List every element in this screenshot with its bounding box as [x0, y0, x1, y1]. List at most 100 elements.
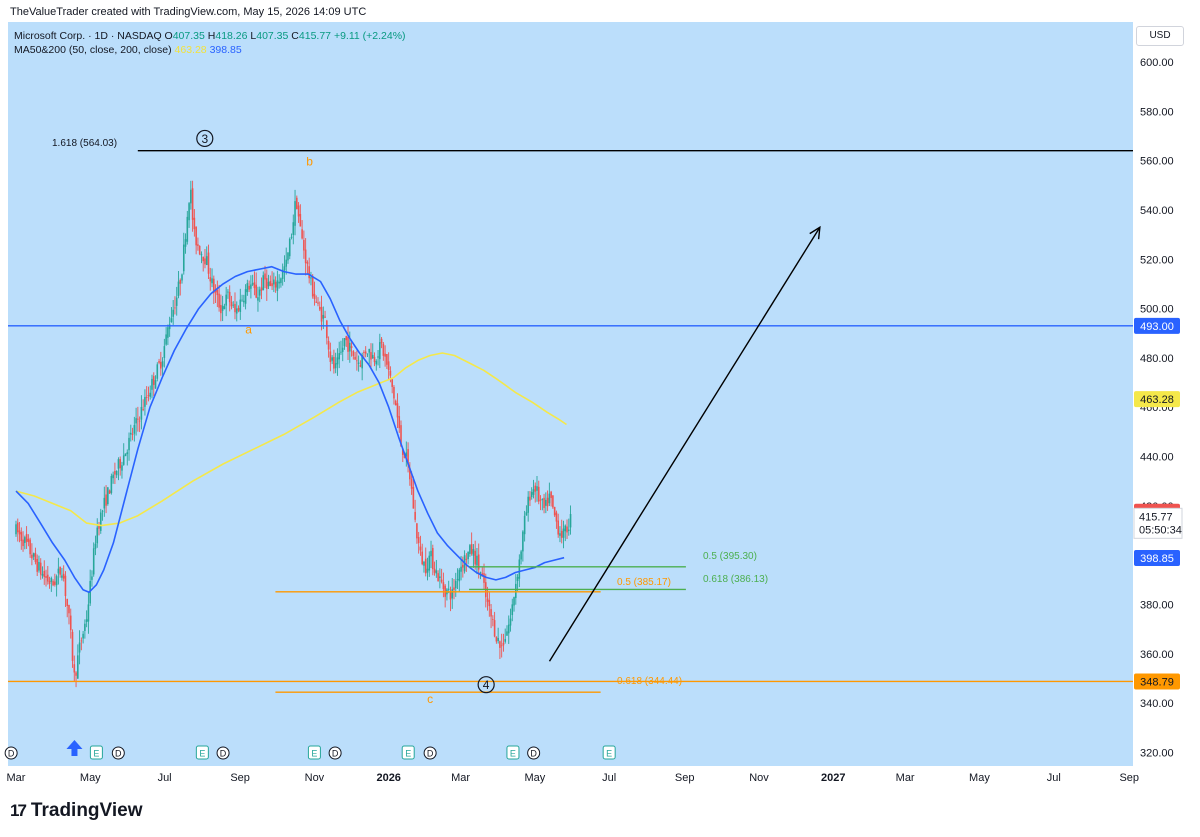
candle-body [129, 432, 132, 435]
candle-body [39, 562, 42, 575]
candle-body [379, 342, 381, 360]
annotation-wave-3: 3 [201, 132, 208, 146]
candle-body [105, 494, 107, 506]
earnings-icon-letter: E [606, 749, 612, 759]
candle-body [165, 334, 167, 345]
candle-body [101, 510, 104, 512]
candle-body [303, 240, 305, 251]
candle-body [167, 327, 169, 338]
candle-body [32, 553, 35, 557]
candle-body [326, 320, 328, 339]
ma200-line [15, 352, 567, 527]
candle-body [85, 619, 88, 622]
candle-body [437, 573, 439, 582]
candle-body [536, 486, 538, 491]
candle-body [264, 273, 266, 280]
annotation-wave-b: b [306, 155, 313, 169]
legend-h-label: H [207, 30, 216, 42]
last-price-box [1133, 507, 1183, 539]
candle-body [525, 512, 528, 516]
legend-symbol: Microsoft Corp. · 1D · NASDAQ [14, 30, 162, 42]
candle-body [433, 568, 436, 573]
candle-body [516, 576, 519, 582]
last-price-label: 415.77 [1139, 511, 1173, 523]
candle-body [515, 583, 517, 599]
candle-body [253, 282, 256, 289]
x-tick-label: 2027 [821, 772, 845, 784]
chart-plot-area[interactable] [8, 22, 1133, 766]
candle-body [472, 549, 475, 556]
candle-body [281, 269, 284, 279]
candle-body [423, 561, 425, 566]
candle-body [43, 570, 46, 578]
candle-body [419, 546, 422, 551]
annotation-circle-wave-4 [477, 676, 495, 694]
candle-body [435, 570, 438, 574]
dividend-icon [216, 746, 230, 760]
candle-body [131, 433, 134, 435]
x-tick-label: Mar [7, 772, 26, 784]
candle-body [469, 545, 471, 554]
candle-body [417, 537, 420, 544]
candle-body [103, 497, 106, 509]
candle-body [550, 491, 552, 498]
earnings-icon-letter: E [510, 749, 516, 759]
candle-body [142, 409, 144, 410]
candle-body [530, 491, 533, 498]
legend-symbol-row: Microsoft Corp. · 1D · NASDAQ O407.35 H4… [14, 29, 406, 43]
candle-body [184, 239, 187, 247]
candle-body [38, 561, 40, 571]
y-tick-label: 520.00 [1140, 254, 1174, 266]
candle-body [195, 226, 197, 246]
ma50-line [15, 265, 565, 594]
candle-body [534, 485, 537, 492]
candle-body [278, 281, 280, 284]
candle-body [179, 279, 182, 284]
candle-body [440, 579, 443, 582]
candle-body [57, 568, 60, 574]
candle-body [122, 455, 125, 465]
price-label-bg-label-39885 [1134, 550, 1180, 567]
candle-body [363, 352, 365, 353]
candle-body [352, 351, 355, 356]
forecast-arrow-head [809, 225, 821, 240]
candle-body [465, 558, 468, 560]
candle-body [294, 201, 296, 226]
candle-body [431, 548, 434, 570]
candle-body [225, 294, 227, 306]
candle-body [308, 266, 310, 279]
candle-body [493, 620, 496, 637]
candle-body [27, 538, 30, 543]
legend: Microsoft Corp. · 1D · NASDAQ O407.35 H4… [14, 29, 406, 57]
candle-body [560, 530, 563, 538]
candle-body [193, 217, 196, 230]
candle-body [409, 467, 411, 480]
candle-body [223, 306, 226, 310]
candle-body [191, 188, 194, 220]
candle-body [98, 525, 100, 529]
currency-button[interactable]: USD [1136, 26, 1184, 46]
candle-body [265, 278, 268, 289]
candle-body [68, 604, 70, 614]
candle-body [449, 591, 452, 600]
candle-body [52, 581, 54, 586]
candle-body [250, 284, 252, 289]
annotation-wave-c: c [427, 692, 433, 706]
annotation-wave-4: 4 [483, 678, 490, 692]
candle-body [426, 568, 429, 573]
candle-body [214, 290, 217, 293]
candle-body [190, 189, 192, 204]
candle-body [144, 397, 146, 407]
candle-body [518, 559, 521, 579]
candle-body [488, 600, 491, 607]
candle-body [350, 346, 353, 348]
dividend-icon-letter: D [332, 749, 339, 759]
candle-body [149, 392, 152, 397]
candle-body [492, 619, 494, 620]
candle-body [377, 356, 379, 358]
fib-label-fib-1618: 1.618 (564.03) [52, 138, 117, 149]
candle-body [290, 236, 293, 238]
candle-body [34, 552, 37, 563]
candle-body [537, 486, 540, 502]
